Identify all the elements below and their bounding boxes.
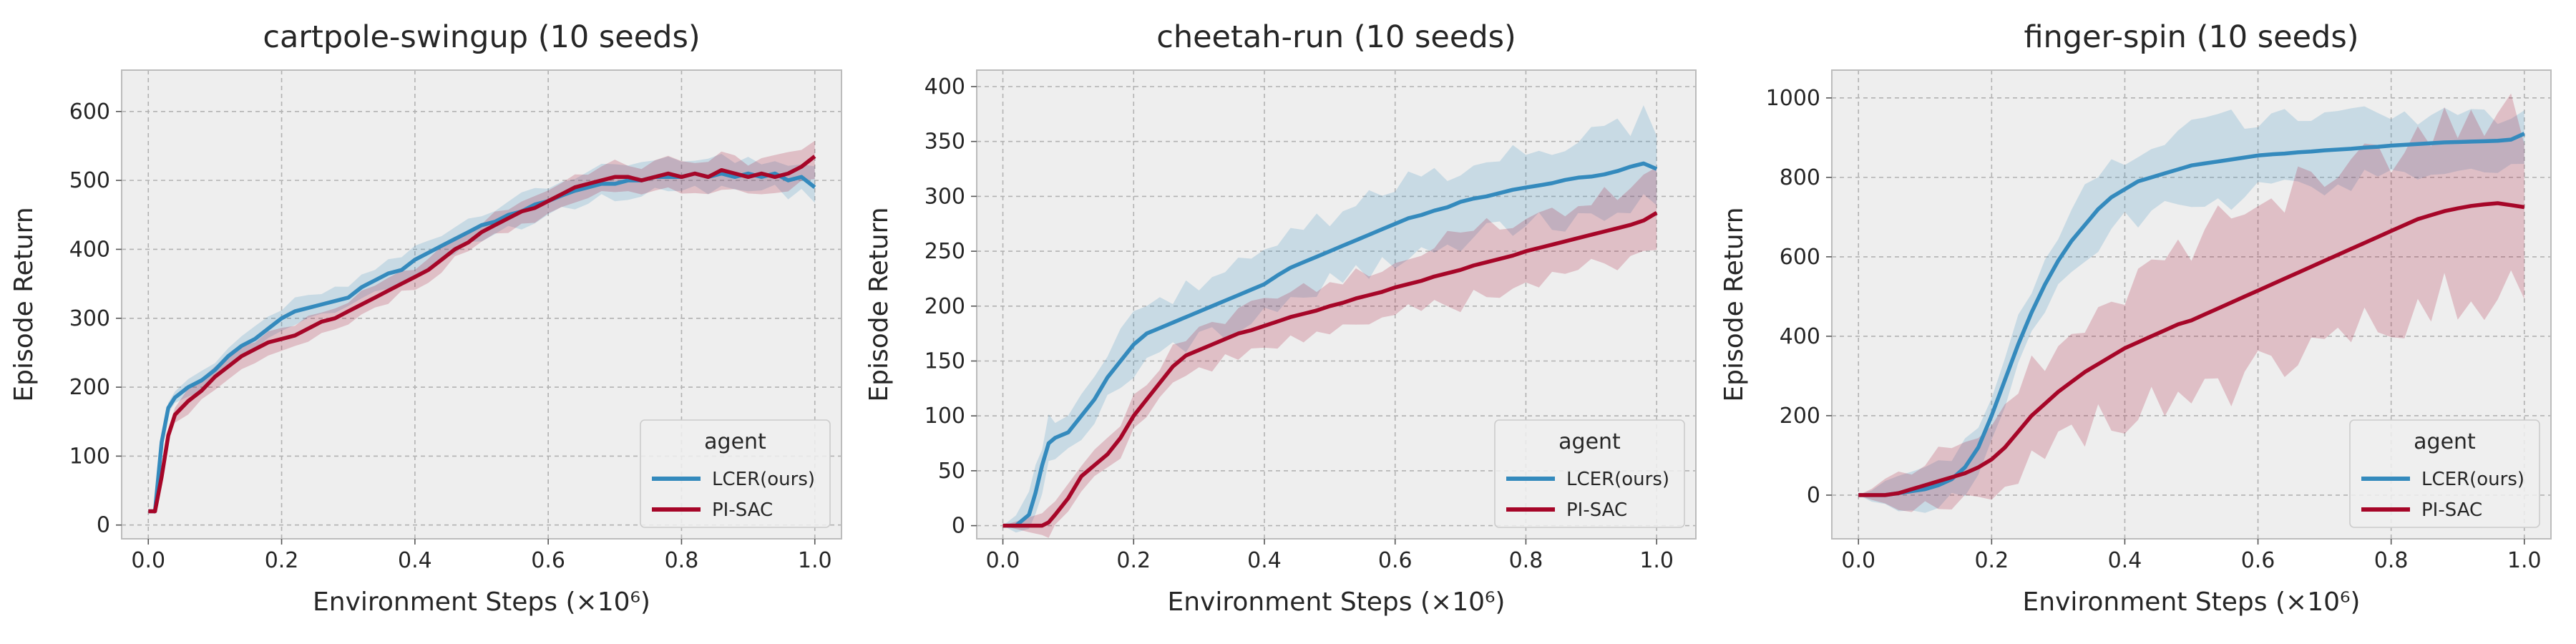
x-tick-label: 0.6 — [531, 548, 565, 573]
plot-area — [1858, 93, 2525, 513]
y-tick-label: 150 — [924, 348, 965, 374]
x-tick-label: 1.0 — [1639, 548, 1674, 573]
x-tick-label: 0.6 — [1378, 548, 1413, 573]
y-tick-label: 0 — [1807, 483, 1820, 508]
y-tick-label: 0 — [97, 513, 110, 538]
y-tick-label: 100 — [69, 444, 110, 469]
legend-box — [640, 419, 831, 528]
x-tick-label: 0.8 — [665, 548, 699, 573]
x-axis-label: Environment Steps (×10⁶) — [2023, 587, 2361, 617]
series-line-lcer-ours- — [1858, 132, 2525, 497]
chart-panel-1: 0.0 0.2 0.4 0.6 0.8 1.0 0 50 100 150 200 250 300 350 4… — [864, 19, 1697, 617]
x-tick-label: 0.2 — [1974, 548, 2009, 573]
chart-title: cheetah-run (10 seeds) — [1156, 19, 1516, 55]
plot-frame — [976, 69, 1697, 540]
confidence-band-lcer-ours- — [1002, 105, 1657, 533]
y-axis-label: Episode Return — [1719, 207, 1749, 401]
y-tick-label: 200 — [1780, 404, 1820, 429]
legend-box — [1494, 419, 1685, 528]
legend-label: PI-SAC — [1566, 499, 1627, 521]
y-tick-label: 600 — [1780, 245, 1820, 270]
y-tick-label: 400 — [924, 74, 965, 99]
x-tick-label: 1.0 — [798, 548, 832, 573]
legend-label: PI-SAC — [2421, 499, 2482, 521]
y-tick-label: 200 — [69, 375, 110, 400]
y-tick-label: 100 — [924, 404, 965, 429]
y-tick-label: 600 — [69, 99, 110, 125]
y-tick-label: 50 — [938, 459, 965, 484]
plot-frame — [121, 69, 842, 540]
y-tick-label: 350 — [924, 130, 965, 155]
series-line-pi-sac — [1858, 201, 2525, 497]
legend: agent LCER(ours) PI-SAC — [1494, 419, 1685, 528]
x-tick-label: 0.0 — [131, 548, 165, 573]
x-tick-label: 0.0 — [986, 548, 1020, 573]
y-tick-label: 250 — [924, 239, 965, 264]
y-tick-label: 1000 — [1766, 86, 1820, 111]
x-axis-label: Environment Steps (×10⁶) — [313, 587, 650, 617]
plot-frame — [1831, 69, 2552, 540]
legend-label: LCER(ours) — [1566, 469, 1669, 490]
legend: agent LCER(ours) PI-SAC — [640, 419, 831, 528]
y-axis-label: Episode Return — [864, 207, 894, 401]
legend-title: agent — [704, 429, 766, 454]
x-tick-label: 0.2 — [265, 548, 299, 573]
plot-area — [148, 140, 816, 514]
confidence-band-pi-sac — [1858, 93, 2524, 512]
confidence-band-lcer-ours- — [1858, 106, 2524, 513]
chart-panel-0: 0.0 0.2 0.4 0.6 0.8 1.0 0 100 200 300 400 500 600 car… — [9, 19, 842, 617]
legend-box — [2349, 419, 2540, 528]
legend-label: LCER(ours) — [712, 469, 815, 490]
x-tick-label: 0.0 — [1841, 548, 1875, 573]
legend: agent LCER(ours) PI-SAC — [2349, 419, 2540, 528]
x-tick-label: 0.4 — [2108, 548, 2142, 573]
chart-title: finger-spin (10 seeds) — [2024, 19, 2358, 55]
y-axis-label: Episode Return — [9, 207, 39, 401]
y-tick-label: 400 — [1780, 324, 1820, 349]
x-tick-label: 0.4 — [1247, 548, 1282, 573]
legend-title: agent — [1558, 429, 1621, 454]
series-line-pi-sac — [148, 155, 816, 514]
y-tick-label: 300 — [924, 184, 965, 209]
series-line-pi-sac — [1002, 211, 1658, 528]
plot-area — [1002, 105, 1658, 538]
y-tick-label: 300 — [69, 306, 110, 331]
y-tick-label: 400 — [69, 237, 110, 262]
y-tick-label: 800 — [1780, 165, 1820, 190]
y-tick-label: 200 — [924, 294, 965, 319]
y-tick-label: 0 — [952, 514, 965, 539]
legend-label: PI-SAC — [712, 499, 773, 521]
x-axis-label: Environment Steps (×10⁶) — [1168, 587, 1506, 617]
legend-label: LCER(ours) — [2421, 469, 2524, 490]
y-tick-label: 500 — [69, 168, 110, 193]
x-tick-label: 0.6 — [2241, 548, 2275, 573]
x-tick-label: 0.8 — [1509, 548, 1543, 573]
legend-title: agent — [2414, 429, 2476, 454]
chart-title: cartpole-swingup (10 seeds) — [263, 19, 700, 55]
x-tick-label: 1.0 — [2507, 548, 2542, 573]
series-line-lcer-ours- — [1002, 161, 1658, 528]
x-tick-label: 0.4 — [398, 548, 432, 573]
x-tick-label: 0.2 — [1116, 548, 1151, 573]
x-tick-label: 0.8 — [2374, 548, 2409, 573]
chart-panel-2: 0.0 0.2 0.4 0.6 0.8 1.0 0 200 400 600 800 1000 finge… — [1719, 19, 2552, 617]
